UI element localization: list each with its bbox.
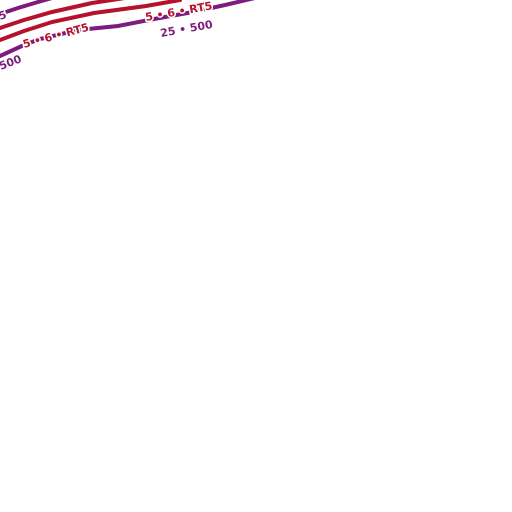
route-line-red-b[interactable]: [0, 0, 182, 42]
route-line-lower-purple[interactable]: [0, 0, 256, 58]
route-label-upper-purple: 5: [0, 8, 8, 23]
route-line-red-a[interactable]: [0, 0, 126, 30]
route-line-upper-purple[interactable]: [0, 0, 53, 16]
